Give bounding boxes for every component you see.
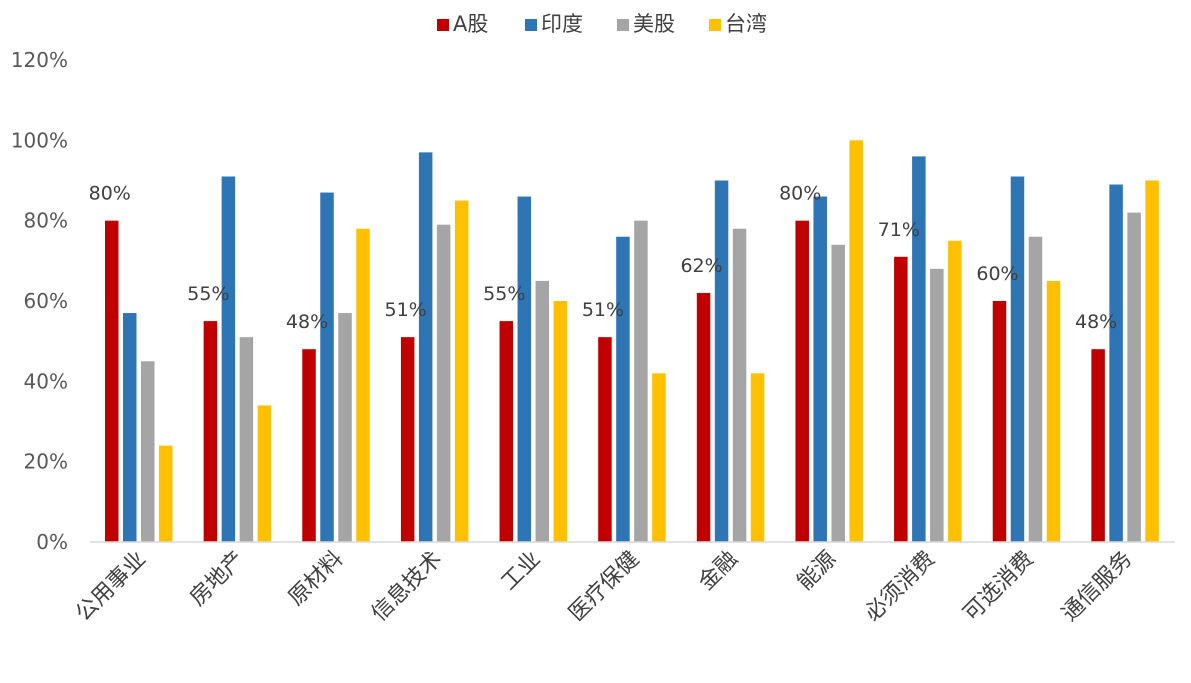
- category-label: 可选消费: [959, 547, 1039, 627]
- bar-2-1: [123, 313, 137, 542]
- category-label: 通信服务: [1057, 547, 1137, 627]
- data-label: 55%: [483, 283, 525, 305]
- bar-4-9: [948, 240, 962, 542]
- bar-3-9: [930, 268, 944, 542]
- bar-1-4: [400, 337, 415, 542]
- bar-3-4: [436, 224, 451, 542]
- data-label: 71%: [878, 219, 920, 241]
- category-label: 能源: [793, 547, 842, 596]
- bar-1-7: [696, 292, 711, 542]
- legend-swatch: [437, 19, 449, 31]
- bar-3-6: [634, 220, 648, 542]
- bar-1-1: [105, 220, 119, 542]
- bar-2-7: [714, 180, 729, 542]
- bar-1-11: [1091, 349, 1105, 542]
- bar-4-2: [257, 405, 272, 542]
- y-tick-label: 0%: [36, 530, 68, 554]
- data-label: 80%: [779, 183, 821, 205]
- bar-4-4: [454, 200, 469, 543]
- category-label: 必须消费: [860, 547, 940, 627]
- bar-4-7: [750, 373, 765, 542]
- bar-1-6: [598, 337, 612, 542]
- data-label: 62%: [680, 255, 722, 277]
- data-label: 48%: [286, 311, 328, 333]
- bar-3-3: [338, 313, 352, 542]
- bar-4-3: [356, 228, 370, 542]
- category-label: 公用事业: [71, 547, 151, 627]
- y-tick-label: 20%: [24, 450, 68, 474]
- category-label: 医疗保健: [564, 547, 644, 627]
- bar-4-8: [849, 140, 863, 543]
- category-label: 原材料: [284, 547, 348, 611]
- category-label: 房地产: [185, 547, 249, 611]
- y-tick-label: 60%: [24, 289, 68, 313]
- bar-4-1: [159, 445, 173, 542]
- bar-2-10: [1010, 176, 1025, 542]
- bar-1-3: [302, 349, 316, 542]
- data-label: 51%: [385, 299, 427, 321]
- bar-2-6: [616, 236, 630, 542]
- bar-3-11: [1127, 212, 1141, 542]
- bar-1-8: [795, 220, 809, 542]
- category-label: 信息技术: [367, 547, 447, 627]
- bar-4-10: [1046, 280, 1061, 542]
- legend: A股 印度 美股 台湾: [437, 12, 767, 36]
- legend-swatch: [525, 19, 537, 31]
- bar-3-1: [141, 361, 155, 542]
- y-tick-label: 100%: [11, 128, 68, 152]
- category-label: 金融: [694, 547, 743, 596]
- bar-3-2: [239, 337, 254, 542]
- bar-2-11: [1109, 184, 1123, 542]
- bar-2-5: [517, 196, 532, 543]
- legend-label: 印度: [541, 12, 583, 36]
- bar-1-5: [499, 321, 514, 542]
- bar-4-5: [553, 301, 568, 542]
- bar-4-6: [652, 373, 666, 542]
- x-axis: 公用事业 房地产 原材料 信息技术 工业 医疗保健 金融 能源 必须消费 可选消费 通信服务: [71, 547, 1137, 627]
- legend-swatch: [617, 19, 629, 31]
- bar-4-11: [1145, 180, 1159, 542]
- data-label: 55%: [187, 283, 229, 305]
- bar-2-4: [418, 152, 433, 542]
- legend-label: A股: [453, 12, 488, 36]
- legend-label: 美股: [633, 12, 675, 36]
- bar-1-10: [992, 301, 1007, 542]
- bar-2-8: [813, 196, 827, 543]
- legend-label: 台湾: [725, 12, 767, 36]
- data-label: 60%: [976, 263, 1018, 285]
- data-label: 48%: [1075, 311, 1117, 333]
- bar-3-10: [1028, 236, 1043, 542]
- bar-2-2: [221, 176, 236, 542]
- data-label: 80%: [89, 183, 131, 205]
- bar-3-5: [535, 280, 550, 542]
- category-label: 工业: [497, 547, 546, 596]
- bar-2-3: [320, 192, 334, 543]
- bar-2-9: [912, 156, 926, 542]
- bars: [105, 140, 1159, 543]
- y-axis: 0% 20% 40% 60% 80% 100% 120%: [11, 48, 68, 554]
- bar-1-2: [203, 321, 218, 542]
- y-tick-label: 40%: [24, 369, 68, 393]
- y-tick-label: 80%: [24, 209, 68, 233]
- legend-swatch: [709, 19, 721, 31]
- data-labels: 80% 55% 48% 51% 55% 51% 62% 80% 71% 60% 48%: [89, 183, 1118, 334]
- bar-3-8: [831, 244, 845, 542]
- bar-1-9: [894, 256, 908, 542]
- data-label: 51%: [582, 299, 624, 321]
- y-tick-label: 120%: [11, 48, 68, 72]
- bar-3-7: [732, 228, 747, 542]
